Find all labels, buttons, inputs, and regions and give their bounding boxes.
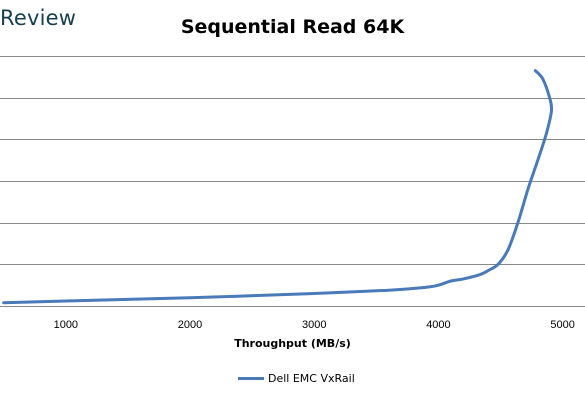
x-tick-label: 2000 — [178, 319, 202, 331]
x-tick-label: 3000 — [302, 319, 326, 331]
legend-swatch — [238, 377, 264, 380]
brand-logo-text: Review — [0, 6, 77, 30]
x-tick-label: 1000 — [54, 319, 78, 331]
x-tick-label: 5000 — [550, 319, 574, 331]
x-axis-ticks: 1000 2000 3000 4000 5000 — [54, 319, 575, 331]
chart-title: Sequential Read 64K — [180, 16, 405, 38]
legend: Dell EMC VxRail — [238, 372, 355, 385]
x-axis-label: Throughput (MB/s) — [234, 337, 351, 350]
legend-label: Dell EMC VxRail — [268, 372, 355, 385]
gridlines — [0, 56, 585, 307]
x-tick-label: 4000 — [426, 319, 450, 331]
series-line-dell-emc-vxrail — [2, 69, 554, 305]
